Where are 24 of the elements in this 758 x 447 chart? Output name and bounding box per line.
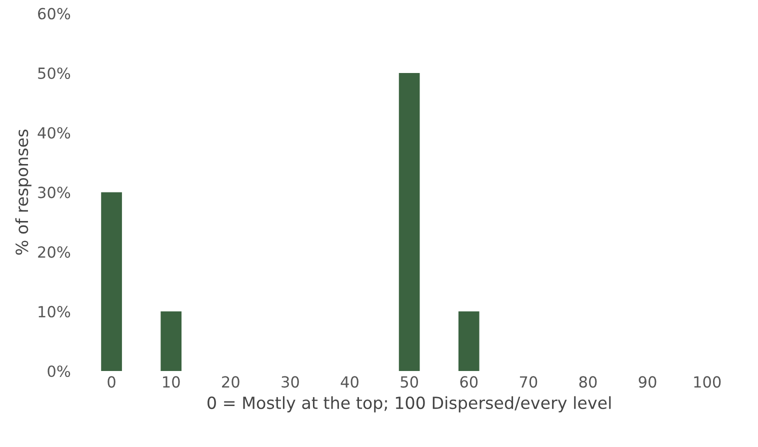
y-tick-label: 10% <box>38 306 70 318</box>
y-tick-label: 30% <box>38 186 70 198</box>
bar <box>458 311 480 372</box>
x-tick-label: 60 <box>460 376 478 388</box>
x-tick-label: 80 <box>579 376 597 388</box>
y-axis-title: % of responses <box>15 130 32 255</box>
bar <box>398 73 420 372</box>
x-tick-label: 100 <box>694 376 721 388</box>
y-tick-label: 40% <box>38 127 70 139</box>
x-tick-label: 0 <box>108 376 116 388</box>
x-tick-label: 20 <box>222 376 240 388</box>
y-tick-label: 20% <box>38 246 70 258</box>
y-tick-label: 50% <box>38 67 70 80</box>
x-tick-label: 90 <box>638 376 656 388</box>
y-tick-label: 60% <box>38 8 70 20</box>
x-tick-label: 50 <box>400 376 418 388</box>
bar <box>101 192 122 372</box>
x-tick-label: 10 <box>163 376 180 388</box>
x-tick-label: 70 <box>520 376 538 388</box>
x-axis-title: 0 = Mostly at the top; 100 Dispersed/every level <box>208 396 611 412</box>
bar <box>160 311 182 372</box>
x-tick-label: 40 <box>340 376 358 388</box>
y-tick-label: 0% <box>48 365 70 378</box>
x-tick-label: 30 <box>282 376 299 388</box>
